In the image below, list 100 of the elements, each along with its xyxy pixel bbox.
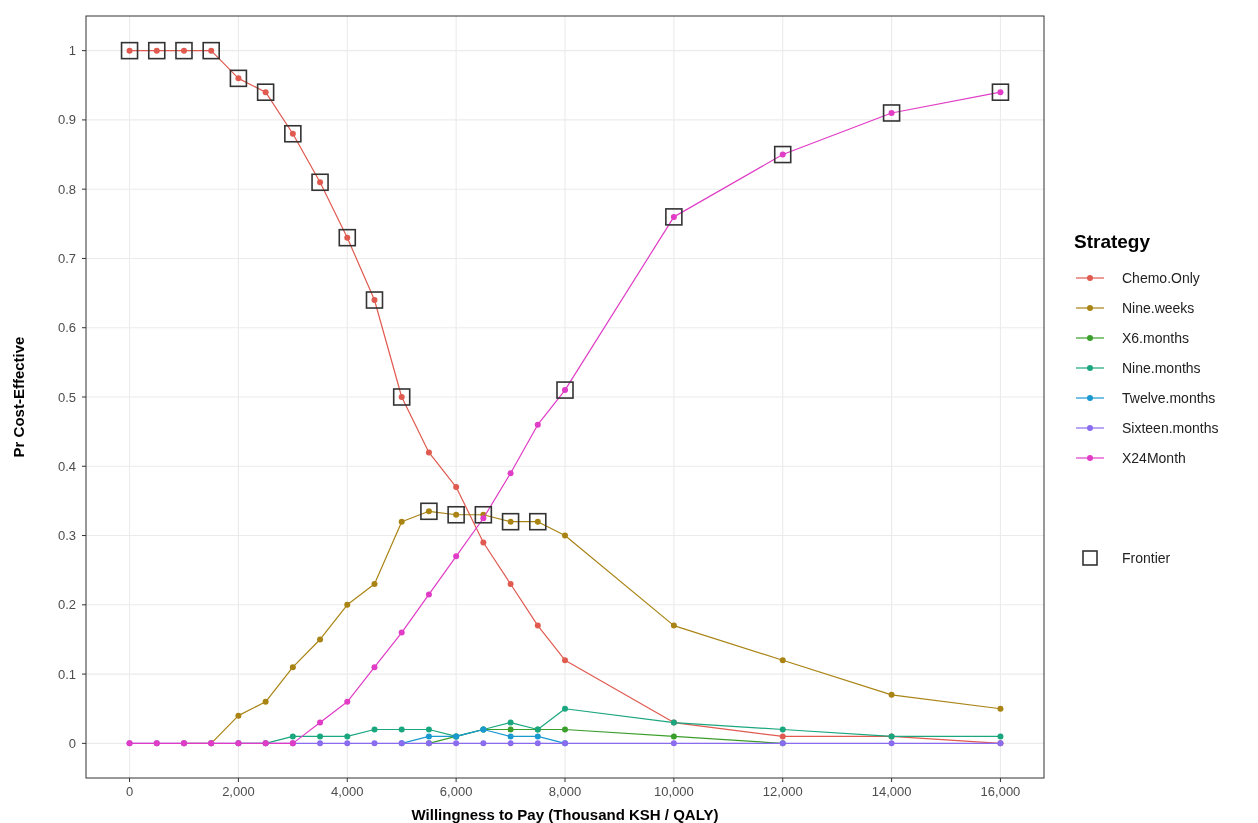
y-tick-label: 0.1 <box>57 666 76 682</box>
point <box>562 726 568 733</box>
legend-label: Nine.weeks <box>1122 299 1195 316</box>
point <box>425 449 432 456</box>
point <box>534 421 541 428</box>
point <box>556 381 574 399</box>
point <box>344 740 351 747</box>
point <box>371 740 378 747</box>
y-tick-label: 0.4 <box>57 458 76 474</box>
point <box>882 104 901 122</box>
point <box>344 733 351 740</box>
point <box>670 740 677 747</box>
point <box>289 733 296 740</box>
point <box>562 532 568 539</box>
point <box>344 698 351 705</box>
legend-label: Twelve.months <box>1122 389 1216 406</box>
point <box>888 691 895 698</box>
x-tick-label: 16,000 <box>980 784 1021 799</box>
point <box>997 733 1004 740</box>
y-tick-label: 0.2 <box>57 597 76 613</box>
x-tick-label: 2,000 <box>222 784 255 799</box>
point <box>507 719 514 726</box>
legend-label: Chemo.Only <box>1122 269 1200 286</box>
point <box>453 553 460 560</box>
point <box>120 41 139 60</box>
point <box>338 228 357 247</box>
point <box>507 581 514 588</box>
point <box>665 208 683 226</box>
point <box>317 740 324 747</box>
point <box>453 484 460 491</box>
point <box>371 726 378 733</box>
x-tick-label: 0 <box>125 784 134 799</box>
legend-title: Strategy <box>1074 231 1151 252</box>
point <box>534 733 541 740</box>
point <box>888 740 895 747</box>
point <box>447 505 465 524</box>
y-tick-label: 0 <box>68 735 76 751</box>
legend-label: X6.months <box>1122 329 1189 346</box>
point <box>453 740 460 747</box>
y-tick-label: 0.3 <box>57 528 76 544</box>
x-tick-label: 8,000 <box>548 784 582 799</box>
point <box>311 173 329 192</box>
point <box>398 726 405 733</box>
point <box>670 733 677 740</box>
x-tick-label: 6,000 <box>439 784 473 799</box>
point <box>344 601 351 608</box>
point <box>398 518 405 525</box>
legend-label: Nine.months <box>1122 359 1201 376</box>
point <box>507 733 514 740</box>
point <box>425 726 432 733</box>
legend-label: X24Month <box>1122 449 1186 466</box>
y-tick-label: 0.6 <box>57 320 76 336</box>
point <box>392 388 411 406</box>
point <box>534 740 541 747</box>
point <box>507 470 514 477</box>
y-tick-label: 0.5 <box>57 389 76 405</box>
y-tick-label: 0.9 <box>57 112 76 128</box>
point <box>528 512 547 531</box>
point <box>534 622 541 629</box>
x-tick-label: 4,000 <box>331 784 364 799</box>
point <box>317 719 324 726</box>
point <box>147 41 166 60</box>
y-tick-label: 0.7 <box>57 251 76 266</box>
point <box>235 712 242 719</box>
point <box>507 740 514 747</box>
point <box>562 657 568 664</box>
point <box>284 124 302 143</box>
point <box>991 83 1010 101</box>
legend-label: Frontier <box>1122 549 1171 566</box>
point <box>262 698 269 705</box>
point <box>398 629 405 636</box>
point <box>779 657 786 664</box>
x-tick-label: 10,000 <box>653 784 694 799</box>
point <box>474 505 493 524</box>
x-tick-label: 14,000 <box>871 784 912 799</box>
point <box>420 502 438 521</box>
y-tick-label: 1 <box>68 43 76 59</box>
point <box>289 664 296 671</box>
point <box>256 83 275 101</box>
point <box>365 291 384 309</box>
y-tick-label: 0.8 <box>57 181 76 197</box>
point <box>670 622 677 629</box>
point <box>371 581 378 588</box>
x-tick-label: 12,000 <box>762 784 803 799</box>
point <box>317 636 324 643</box>
point <box>425 733 432 740</box>
point <box>507 726 514 733</box>
point <box>773 145 792 164</box>
point <box>317 733 324 740</box>
point <box>779 733 786 740</box>
x-axis-title: Willingness to Pay (Thousand KSH / QALY) <box>411 806 719 823</box>
point <box>501 512 520 531</box>
point <box>997 705 1004 712</box>
point <box>175 41 193 60</box>
point <box>480 539 487 546</box>
legend-label: Sixteen.months <box>1122 419 1219 436</box>
point <box>229 69 248 88</box>
y-axis-title: Pr Cost-Effective <box>10 336 27 458</box>
point <box>779 726 786 733</box>
point <box>202 41 220 60</box>
